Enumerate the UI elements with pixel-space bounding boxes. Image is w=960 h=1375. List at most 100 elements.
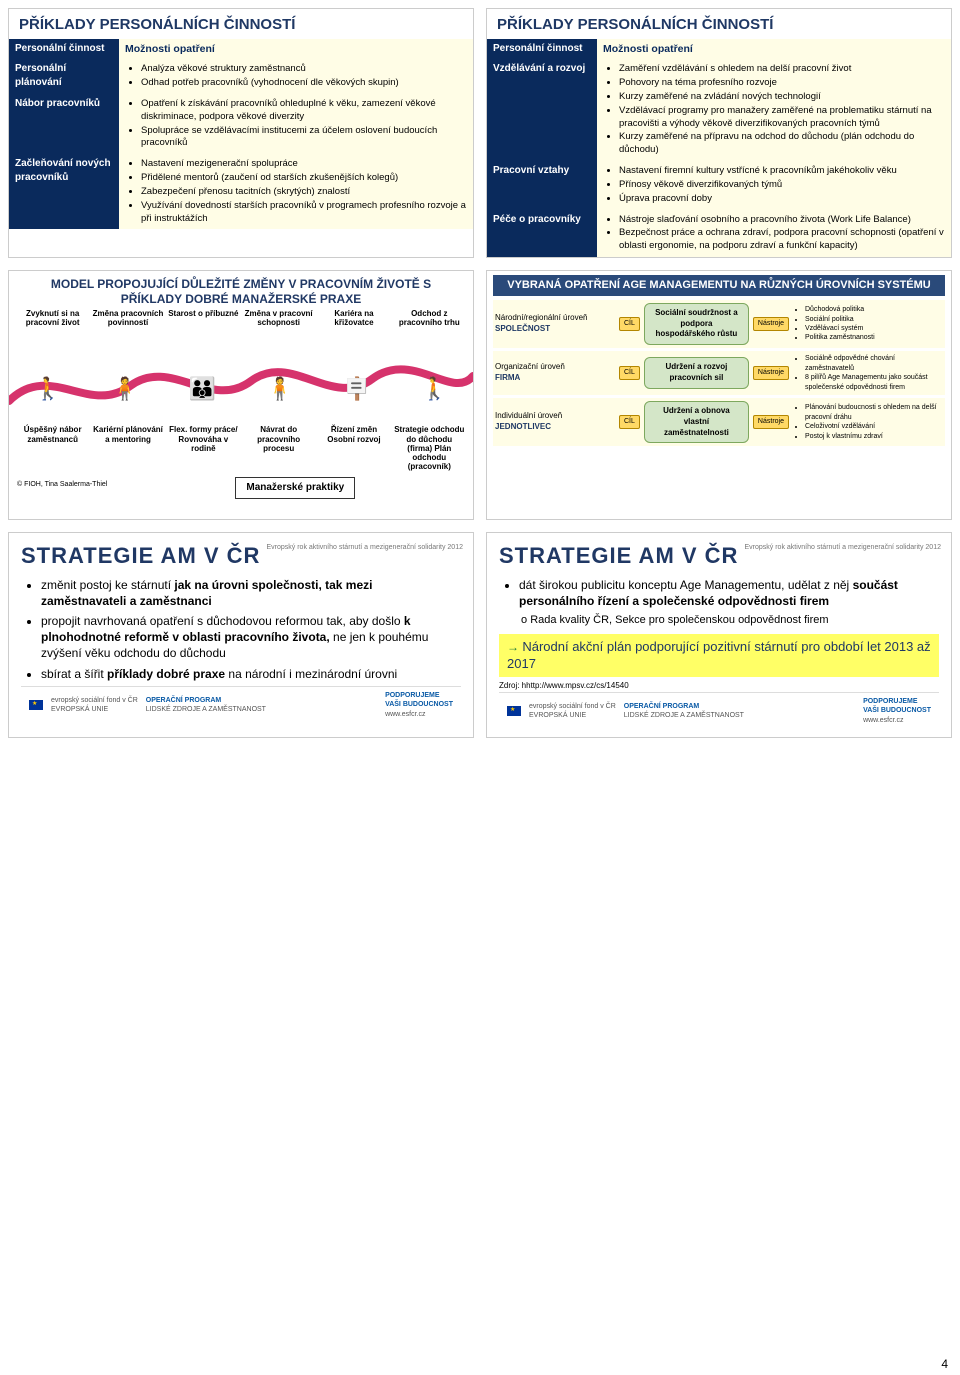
list-item: Zaměření vzdělávání s ohledem na delší p…	[619, 63, 945, 76]
stage-label: Změna pracovních povinností	[90, 309, 165, 327]
level-row: Národní/regionální úroveňSPOLEČNOST CÍL So…	[493, 300, 945, 348]
level-label: Individuální úroveňJEDNOTLIVEC	[495, 411, 615, 433]
stage-label: Starost o příbuzné	[166, 309, 241, 327]
row-items: Nastavení firemní kultury vstřícné k pra…	[597, 161, 951, 209]
source-text: Zdroj: hhttp://www.mpsv.cz/cs/14540	[499, 681, 939, 692]
list-item: Plánování budoucnosti s ohledem na delší…	[805, 403, 943, 422]
list-item: Bezpečnost práce a ochrana zdraví, podpo…	[619, 227, 945, 253]
strategy-item: změnit postoj ke stárnutí jak na úrovni …	[41, 577, 461, 609]
nastroje-badge: Nástroje	[753, 415, 789, 428]
stage-label: Strategie odchodu do důchodu (firma) Plá…	[392, 425, 467, 471]
row-items: Nástroje slaďování osobního a pracovního…	[597, 210, 951, 257]
row-label: Začleňování nových pracovníků	[9, 154, 119, 229]
row-items: Analýza věkové struktury zaměstnancůOdha…	[119, 59, 473, 94]
family-icon: 👪	[189, 374, 216, 404]
panel-examples-1: PŘÍKLADY PERSONÁLNÍCH ČINNOSTÍ Personáln…	[8, 8, 474, 258]
activities-table: Personální činnostMožnosti opatření Pers…	[9, 39, 473, 229]
row-label: Vzdělávání a rozvoj	[487, 59, 597, 161]
row-items: Nastavení mezigenerační spoluprácePřiděl…	[119, 154, 473, 229]
panel-system-levels: VYBRANÁ OPATŘENÍ AGE MANAGEMENTU NA RŮZN…	[486, 270, 952, 520]
strategy-item: dát širokou publicitu konceptu Age Manag…	[519, 577, 939, 609]
strategy-item: sbírat a šířit příklady dobré praxe na n…	[41, 666, 461, 682]
list-item: Odhad potřeb pracovníků (vyhodnocení dle…	[141, 77, 467, 90]
level-label: Národní/regionální úroveňSPOLEČNOST	[495, 313, 615, 335]
person-icon: 🚶	[34, 374, 61, 404]
row-label: Personální plánování	[9, 59, 119, 94]
strategy-item: propojit navrhovaná opatření s důchodovo…	[41, 613, 461, 662]
level-tools: Důchodová politikaSociální politikaVzděl…	[793, 305, 943, 343]
stage-label: Odchod z pracovního trhu	[392, 309, 467, 327]
list-item: Pohovory na téma profesního rozvoje	[619, 77, 945, 90]
list-item: Vzdělávací systém	[805, 324, 943, 333]
list-item: Sociální politika	[805, 315, 943, 324]
level-row: Individuální úroveňJEDNOTLIVEC CÍL Udržení…	[493, 398, 945, 446]
list-item: Celoživotní vzdělávání	[805, 422, 943, 431]
cil-badge: CÍL	[619, 317, 640, 330]
level-goal: Udržení a obnova vlastní zaměstnatelnost…	[644, 401, 749, 443]
bottom-practice-labels: Úspěšný nábor zaměstnancůKariérní plánov…	[9, 425, 473, 471]
list-item: Nastavení mezigenerační spolupráce	[141, 158, 467, 171]
eu-year-badge: Evropský rok aktivního stárnutí a mezige…	[267, 543, 464, 552]
list-item: Politika zaměstnanosti	[805, 333, 943, 342]
manager-practices-box: Manažerské praktiky	[235, 477, 355, 499]
list-item: Úprava pracovní doby	[619, 193, 945, 206]
row-items: Opatření k získávání pracovníků ohledupl…	[119, 94, 473, 154]
list-item: Využívání dovedností starších pracovníků…	[141, 200, 467, 226]
strategy-list: dát širokou publicitu konceptu Age Manag…	[499, 577, 939, 609]
top-stage-labels: Zvyknutí si na pracovní životZměna praco…	[9, 309, 473, 327]
diagram-credit: © FIOH, Tina Saalerma-Thiel	[9, 478, 115, 491]
arrow-icon: →	[507, 640, 522, 654]
page-number: 4	[941, 1357, 948, 1371]
highlight-action-plan: → Národní akční plán podporující pozitiv…	[499, 634, 939, 677]
crutches-icon: 🧍	[266, 374, 293, 404]
list-item: Vzdělávací programy pro manažery zaměřen…	[619, 105, 945, 131]
stage-label: Návrat do pracovního procesu	[241, 425, 316, 471]
stage-label: Kariéra na křižovatce	[316, 309, 391, 327]
stage-label: Změna v pracovní schopnosti	[241, 309, 316, 327]
list-item: Nastavení firemní kultury vstřícné k pra…	[619, 165, 945, 178]
stage-label: Kariérní plánování a mentoring	[90, 425, 165, 471]
diagram-title: MODEL PROPOJUJÍCÍ DŮLEŽITÉ ZMĚNY V PRACO…	[9, 271, 473, 309]
panel-examples-2: PŘÍKLADY PERSONÁLNÍCH ČINNOSTÍ Personáln…	[486, 8, 952, 258]
panel-strategy-right: STRATEGIE AM V ČR Evropský rok aktivního…	[486, 532, 952, 738]
panel-title: PŘÍKLADY PERSONÁLNÍCH ČINNOSTÍ	[9, 9, 473, 39]
list-item: 8 pilířů Age Managementu jako součást sp…	[805, 373, 943, 392]
exit-icon: 🚶	[421, 374, 448, 404]
lifecycle-wave: 🚶 🧍 👪 🧍 🪧 🚶	[9, 331, 473, 421]
person-icon: 🧍	[111, 374, 138, 404]
row-items: Zaměření vzdělávání s ohledem na delší p…	[597, 59, 951, 161]
list-item: Kurzy zaměřené na zvládání nových techno…	[619, 91, 945, 104]
level-goal: Sociální soudržnost a podpora hospodářsk…	[644, 303, 749, 345]
list-item: Důchodová politika	[805, 305, 943, 314]
panel-strategy-left: STRATEGIE AM V ČR Evropský rok aktivního…	[8, 532, 474, 738]
stage-label: Řízení změn Osobní rozvoj	[316, 425, 391, 471]
level-tools: Sociálně odpovědné chování zaměstnavatel…	[793, 354, 943, 392]
list-item: Postoj k vlastnímu zdraví	[805, 432, 943, 441]
list-item: Zabezpečení přenosu tacitních (skrytých)…	[141, 186, 467, 199]
level-row: Organizační úroveňFIRMACÍLUdržení a rozv…	[493, 351, 945, 395]
list-item: Sociálně odpovědné chování zaměstnavatel…	[805, 354, 943, 373]
row-label: Nábor pracovníků	[9, 94, 119, 154]
signpost-icon: 🪧	[343, 374, 370, 404]
level-tools: Plánování budoucnosti s ohledem na delší…	[793, 403, 943, 441]
sub-item: o Rada kvality ČR, Sekce pro společensko…	[499, 613, 939, 628]
levels-title: VYBRANÁ OPATŘENÍ AGE MANAGEMENTU NA RŮZN…	[493, 275, 945, 296]
row-label: Péče o pracovníky	[487, 210, 597, 257]
list-item: Přidělené mentorů (zaučení od starších z…	[141, 172, 467, 185]
strategy-list: změnit postoj ke stárnutí jak na úrovni …	[21, 577, 461, 682]
list-item: Spolupráce se vzdělávacími institucemi z…	[141, 125, 467, 151]
level-goal: Udržení a rozvoj pracovních sil	[644, 357, 749, 389]
eu-footer: evropský sociální fond v ČREVROPSKÁ UNIE…	[499, 692, 939, 729]
list-item: Opatření k získávání pracovníků ohledupl…	[141, 98, 467, 124]
level-label: Organizační úroveňFIRMA	[495, 362, 615, 384]
list-item: Přínosy věkově diverzifikovaných týmů	[619, 179, 945, 192]
eu-flag-icon	[507, 706, 521, 716]
nastroje-badge: Nástroje	[753, 317, 789, 330]
nastroje-badge: Nástroje	[753, 366, 789, 379]
eu-footer: evropský sociální fond v ČREVROPSKÁ UNIE…	[21, 686, 461, 723]
panel-title: PŘÍKLADY PERSONÁLNÍCH ČINNOSTÍ	[487, 9, 951, 39]
stage-label: Zvyknutí si na pracovní život	[15, 309, 90, 327]
cil-badge: CÍL	[619, 415, 640, 428]
row-label: Pracovní vztahy	[487, 161, 597, 209]
panel-model-diagram: MODEL PROPOJUJÍCÍ DŮLEŽITÉ ZMĚNY V PRACO…	[8, 270, 474, 520]
